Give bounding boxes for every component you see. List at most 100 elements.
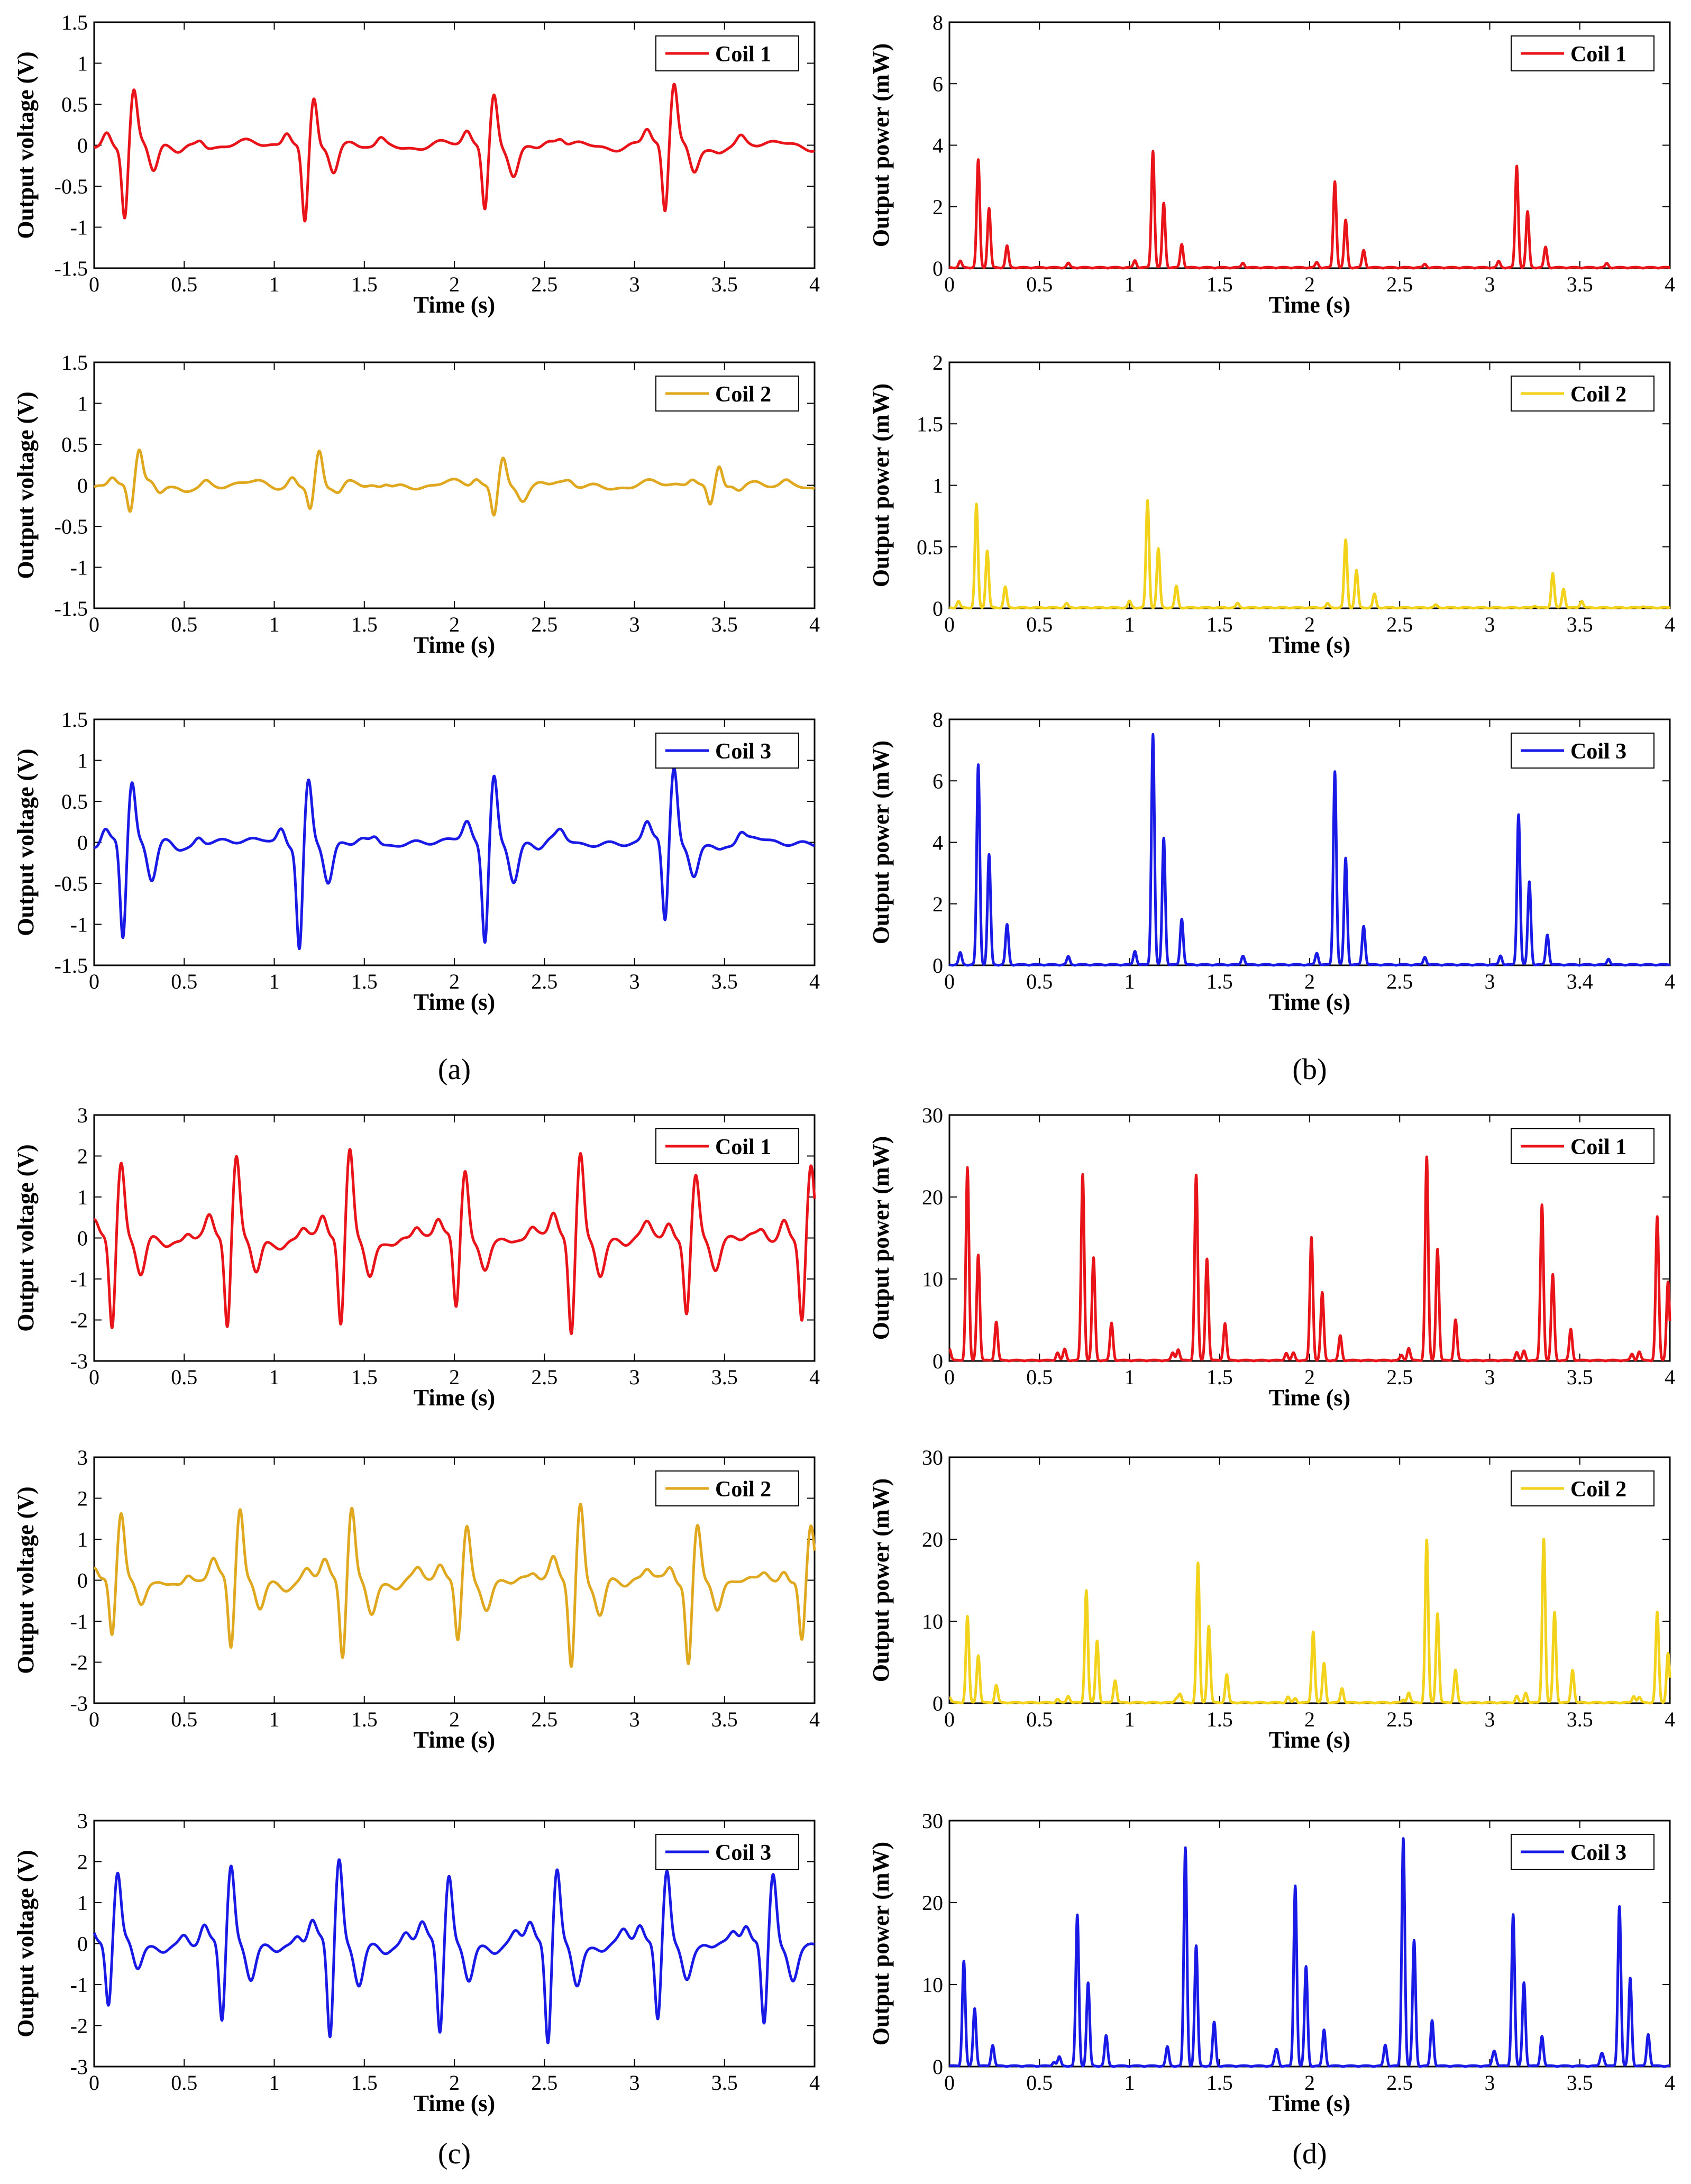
x-tick-label: 1 xyxy=(269,613,280,636)
x-axis-label: Time (s) xyxy=(1269,292,1350,318)
x-tick-label: 0 xyxy=(89,272,99,296)
x-tick-label: 3.5 xyxy=(711,1365,738,1389)
x-tick-label: 2.5 xyxy=(1386,970,1413,993)
y-tick-label: 0 xyxy=(77,1227,88,1250)
chart-d1: 0 0.5 1 1.5 2 2.5 3 3.5 4 0 10 20 30 Time (s) Output p… xyxy=(868,1103,1675,1411)
x-tick-label: 2.5 xyxy=(531,2071,557,2095)
x-tick-label: 0.5 xyxy=(171,272,197,296)
x-tick-label: 1.5 xyxy=(1206,272,1233,296)
x-tick-label: 3 xyxy=(629,970,640,993)
x-tick-label: 1.5 xyxy=(351,272,378,296)
y-tick-label: 2 xyxy=(77,1487,88,1511)
x-tick-label: 1.5 xyxy=(351,1707,378,1731)
panel-caption: (b) xyxy=(1292,1053,1327,1086)
x-axis-label: Time (s) xyxy=(414,989,495,1015)
y-axis-label: Output voltage (V) xyxy=(13,1144,39,1331)
y-tick-label: -1 xyxy=(70,913,88,937)
panel-caption: (c) xyxy=(438,2137,471,2170)
x-tick-label: 3 xyxy=(629,613,640,636)
y-tick-label: 2 xyxy=(77,1850,88,1874)
chart-c3: 0 0.5 1 1.5 2 2.5 3 3.5 4 -3 -2 -1 0 1 2 3 Time (s) Outpu… xyxy=(13,1809,820,2116)
x-tick-label: 1.5 xyxy=(351,1365,378,1389)
x-tick-label: 0.5 xyxy=(171,1365,197,1389)
x-tick-label: 3.5 xyxy=(711,613,738,636)
chart-b3: 0 0.5 1 1.5 2 2.5 3 3.4 4 0 2 4 6 8 Time (s) Output pow… xyxy=(868,708,1675,1015)
y-tick-label: -1.5 xyxy=(54,597,88,620)
series-line-coil-2 xyxy=(948,1538,1671,1705)
x-tick-label: 4 xyxy=(809,1365,820,1389)
x-axis-label: Time (s) xyxy=(414,292,495,318)
x-tick-label: 0 xyxy=(89,1707,99,1731)
x-tick-label: 0 xyxy=(944,970,955,993)
y-tick-label: 0.5 xyxy=(61,433,88,456)
x-tick-label: 2.5 xyxy=(531,613,557,636)
x-tick-label: 0 xyxy=(89,613,99,636)
x-tick-label: 1.5 xyxy=(1206,2071,1233,2095)
x-tick-label: 3.5 xyxy=(711,1707,738,1731)
x-tick-label: 3.5 xyxy=(1567,613,1593,636)
y-tick-label: 8 xyxy=(933,708,943,732)
x-tick-label: 3 xyxy=(1485,1707,1495,1731)
y-tick-label: 0 xyxy=(933,1692,943,1715)
x-tick-label: 2.5 xyxy=(531,272,557,296)
y-axis-label: Output voltage (V) xyxy=(13,391,39,579)
legend-label: Coil 3 xyxy=(715,1841,771,1865)
y-tick-label: -2 xyxy=(70,1651,88,1675)
y-tick-label: -1.5 xyxy=(54,954,88,977)
series-line-coil-1 xyxy=(93,83,816,223)
y-tick-label: -1 xyxy=(70,1610,88,1633)
y-tick-label: -1 xyxy=(70,216,88,240)
x-tick-label: 1 xyxy=(269,2071,280,2095)
x-tick-label: 3.5 xyxy=(1567,1707,1593,1731)
x-tick-label: 1 xyxy=(1125,272,1135,296)
y-tick-label: 3 xyxy=(77,1809,88,1833)
x-tick-label: 0.5 xyxy=(1026,272,1053,296)
y-tick-label: -1 xyxy=(70,556,88,580)
legend-box xyxy=(1511,1834,1655,1870)
y-tick-label: 30 xyxy=(922,1446,943,1469)
series-line-coil-3 xyxy=(948,1837,1671,2068)
series-line-coil-3 xyxy=(93,1858,816,2044)
x-tick-label: 3.4 xyxy=(1567,970,1593,993)
x-tick-label: 1.5 xyxy=(1206,970,1233,993)
x-tick-label: 2.5 xyxy=(531,970,557,993)
chart-c1: 0 0.5 1 1.5 2 2.5 3 3.5 4 -3 -2 -1 0 1 2 3 Time (s) Outpu… xyxy=(13,1103,820,1411)
x-axis-label: Time (s) xyxy=(414,1727,495,1753)
y-tick-label: 0 xyxy=(933,1349,943,1373)
x-tick-label: 2 xyxy=(1304,970,1315,993)
y-axis-label: Output voltage (V) xyxy=(13,51,39,239)
x-tick-label: 2 xyxy=(449,2071,460,2095)
chart-a2: 0 0.5 1 1.5 2 2.5 3 3.5 4 -1.5 -1 -0.5 0 0.5 1 1.5 Time … xyxy=(13,351,820,658)
y-tick-label: 0 xyxy=(933,597,943,620)
y-axis-label: Output power (mW) xyxy=(868,43,894,247)
y-tick-label: 1 xyxy=(77,1528,88,1551)
y-tick-label: 2 xyxy=(933,892,943,916)
legend-label: Coil 2 xyxy=(1570,382,1626,407)
series-line-coil-2 xyxy=(93,1502,816,1668)
x-tick-label: 0.5 xyxy=(1026,613,1053,636)
legend-label: Coil 1 xyxy=(715,42,771,67)
series-line-coil-1 xyxy=(948,150,1671,270)
x-tick-label: 1.5 xyxy=(1206,1707,1233,1731)
y-tick-label: 4 xyxy=(933,134,943,158)
chart-a1: 0 0.5 1 1.5 2 2.5 3 3.5 4 -1.5 -1 -0.5 0 0.5 1 1.5 Time … xyxy=(13,11,820,318)
y-tick-label: 1 xyxy=(77,52,88,76)
y-axis-label: Output power (mW) xyxy=(868,741,894,944)
x-axis-label: Time (s) xyxy=(1269,632,1350,658)
x-tick-label: 4 xyxy=(1665,1707,1675,1731)
x-tick-label: 1.5 xyxy=(351,2071,378,2095)
series-line-coil-3 xyxy=(93,766,816,951)
y-tick-label: -2 xyxy=(70,1309,88,1332)
x-tick-label: 1 xyxy=(269,272,280,296)
x-tick-label: 4 xyxy=(1665,2071,1675,2095)
y-tick-label: 6 xyxy=(933,769,943,793)
y-axis-label: Output power (mW) xyxy=(868,1478,894,1682)
x-tick-label: 0.5 xyxy=(171,970,197,993)
x-tick-label: 2.5 xyxy=(1386,272,1413,296)
x-tick-label: 4 xyxy=(1665,272,1675,296)
y-axis-label: Output voltage (V) xyxy=(13,1850,39,2037)
y-tick-label: -0.5 xyxy=(54,515,88,538)
y-tick-label: 1 xyxy=(77,1891,88,1915)
